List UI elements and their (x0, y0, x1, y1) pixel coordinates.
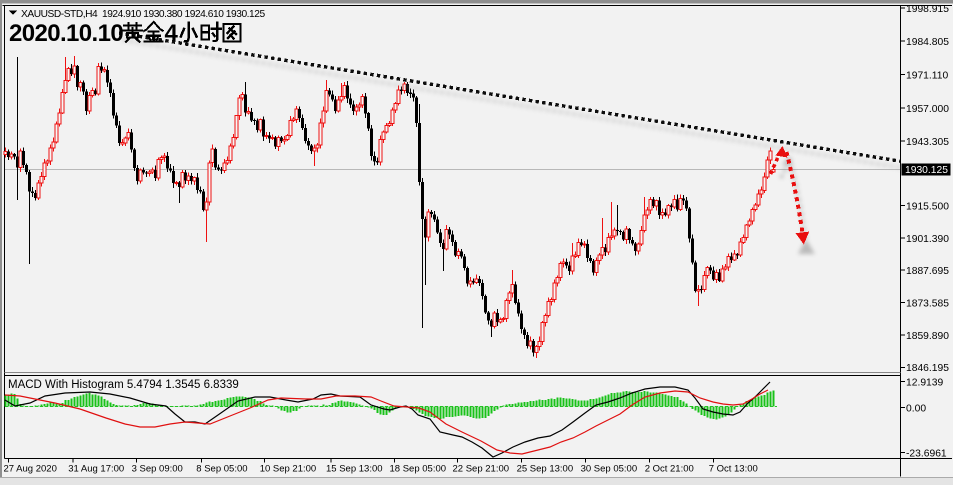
svg-text:1930.125: 1930.125 (905, 165, 948, 176)
svg-text:1887.695: 1887.695 (906, 266, 949, 277)
svg-text:18 Sep 05:00: 18 Sep 05:00 (390, 464, 447, 475)
svg-text:1846.195: 1846.195 (906, 363, 949, 374)
svg-text:1873.585: 1873.585 (906, 298, 949, 309)
svg-text:-23.6961: -23.6961 (906, 448, 947, 459)
svg-text:10 Sep 21:00: 10 Sep 21:00 (260, 464, 317, 475)
svg-text:4: 4 (165, 20, 179, 47)
svg-text:22 Sep 21:00: 22 Sep 21:00 (453, 464, 510, 475)
svg-text:15 Sep 13:00: 15 Sep 13:00 (326, 464, 383, 475)
svg-text:1957.000: 1957.000 (906, 104, 949, 115)
svg-text:27 Aug 2020: 27 Aug 2020 (4, 464, 57, 475)
svg-text:31 Aug 17:00: 31 Aug 17:00 (68, 464, 124, 475)
svg-text:1859.890: 1859.890 (906, 331, 949, 342)
svg-text:1915.500: 1915.500 (906, 201, 949, 212)
svg-text:30 Sep 05:00: 30 Sep 05:00 (581, 464, 638, 475)
svg-text:1971.110: 1971.110 (906, 70, 948, 81)
svg-text:7 Oct 13:00: 7 Oct 13:00 (709, 464, 758, 475)
svg-text:2 Oct 21:00: 2 Oct 21:00 (645, 464, 694, 475)
svg-text:12.9139: 12.9139 (906, 377, 943, 388)
svg-text:8 Sep 05:00: 8 Sep 05:00 (196, 464, 247, 475)
svg-text:MACD With Histogram 5.4794 1.3: MACD With Histogram 5.4794 1.3545 6.8339 (8, 379, 239, 391)
svg-text:XAUUSD-STD,H4 1924.910 1930.3: XAUUSD-STD,H4 1924.910 1930.380 1924.610… (21, 9, 265, 20)
svg-text:0.00: 0.00 (906, 403, 926, 414)
svg-text:2020.10.10: 2020.10.10 (9, 20, 123, 47)
svg-text:3 Sep 09:00: 3 Sep 09:00 (132, 464, 183, 475)
svg-text:1984.805: 1984.805 (906, 37, 949, 48)
svg-text:25 Sep 13:00: 25 Sep 13:00 (517, 464, 574, 475)
svg-text:1901.390: 1901.390 (906, 234, 949, 245)
svg-text:1943.305: 1943.305 (906, 137, 949, 148)
svg-text:1998.915: 1998.915 (906, 4, 949, 15)
